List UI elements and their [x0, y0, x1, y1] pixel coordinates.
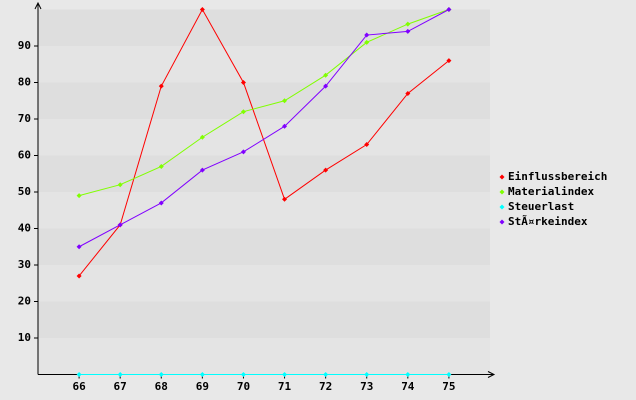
y-tick-label: 40 — [18, 222, 31, 235]
point — [117, 222, 123, 228]
point — [282, 372, 288, 377]
point — [76, 273, 82, 279]
point — [405, 372, 411, 377]
y-tick-label: 60 — [18, 149, 31, 162]
legend-marker — [499, 189, 505, 195]
legend-label: Materialindex — [508, 185, 594, 198]
point — [446, 7, 452, 12]
legend-label: StÃ¤rkeindex — [508, 215, 588, 228]
y-tick-label: 90 — [18, 39, 31, 52]
grid-band — [38, 192, 490, 229]
y-tick-label: 50 — [18, 185, 31, 198]
point — [199, 134, 205, 140]
point — [199, 7, 205, 12]
x-tick-label: 73 — [360, 380, 373, 393]
point — [158, 83, 164, 89]
point — [199, 167, 205, 173]
grid-band — [38, 119, 490, 156]
point — [323, 72, 329, 78]
point — [282, 196, 288, 202]
point — [76, 193, 82, 199]
point — [405, 90, 411, 96]
point — [364, 372, 370, 377]
x-tick-label: 75 — [442, 380, 455, 393]
grid-band — [38, 46, 490, 83]
y-axis-arrow — [34, 1, 42, 10]
x-axis-arrow — [487, 371, 496, 378]
point — [323, 167, 329, 173]
point — [199, 372, 205, 377]
y-tick-label: 30 — [18, 258, 31, 271]
legend-label: Einflussbereich — [508, 170, 607, 183]
point — [76, 244, 82, 250]
legend-label: Steuerlast — [508, 200, 574, 213]
point — [158, 200, 164, 206]
x-tick-label: 69 — [196, 380, 209, 393]
x-tick-label: 70 — [237, 380, 250, 393]
point — [117, 182, 123, 188]
point — [282, 123, 288, 129]
series-line — [78, 9, 450, 248]
point — [282, 98, 288, 104]
point — [240, 80, 246, 85]
legend-marker — [499, 174, 505, 180]
series-line — [78, 8, 450, 277]
point — [240, 372, 246, 377]
y-tick-label: 80 — [18, 76, 31, 89]
x-tick-label: 68 — [155, 380, 168, 393]
x-tick-label: 66 — [72, 380, 86, 393]
point — [76, 372, 82, 377]
point — [364, 142, 370, 148]
y-tick-label: 10 — [18, 331, 31, 344]
x-tick-label: 72 — [319, 380, 332, 393]
x-tick-label: 74 — [401, 380, 415, 393]
point — [158, 372, 164, 377]
point — [158, 163, 164, 169]
point — [364, 39, 370, 45]
point — [446, 58, 452, 64]
legend-marker — [499, 204, 505, 210]
legend-marker — [499, 219, 505, 225]
y-tick-label: 70 — [18, 112, 31, 125]
grid-band — [38, 155, 490, 192]
point — [405, 21, 411, 27]
y-tick-label: 20 — [18, 295, 31, 308]
point — [323, 372, 329, 377]
x-tick-label: 71 — [278, 380, 292, 393]
grid-band — [38, 228, 490, 265]
grid-band — [38, 82, 490, 119]
x-tick-label: 67 — [114, 380, 127, 393]
point — [240, 149, 246, 155]
point — [117, 372, 123, 377]
point — [240, 109, 246, 115]
grid-band — [38, 338, 490, 375]
grid-band — [38, 301, 490, 338]
point — [405, 28, 411, 34]
point — [446, 372, 452, 377]
point — [364, 32, 370, 38]
point — [323, 83, 329, 89]
grid-band — [38, 265, 490, 302]
grid-band — [38, 9, 490, 46]
